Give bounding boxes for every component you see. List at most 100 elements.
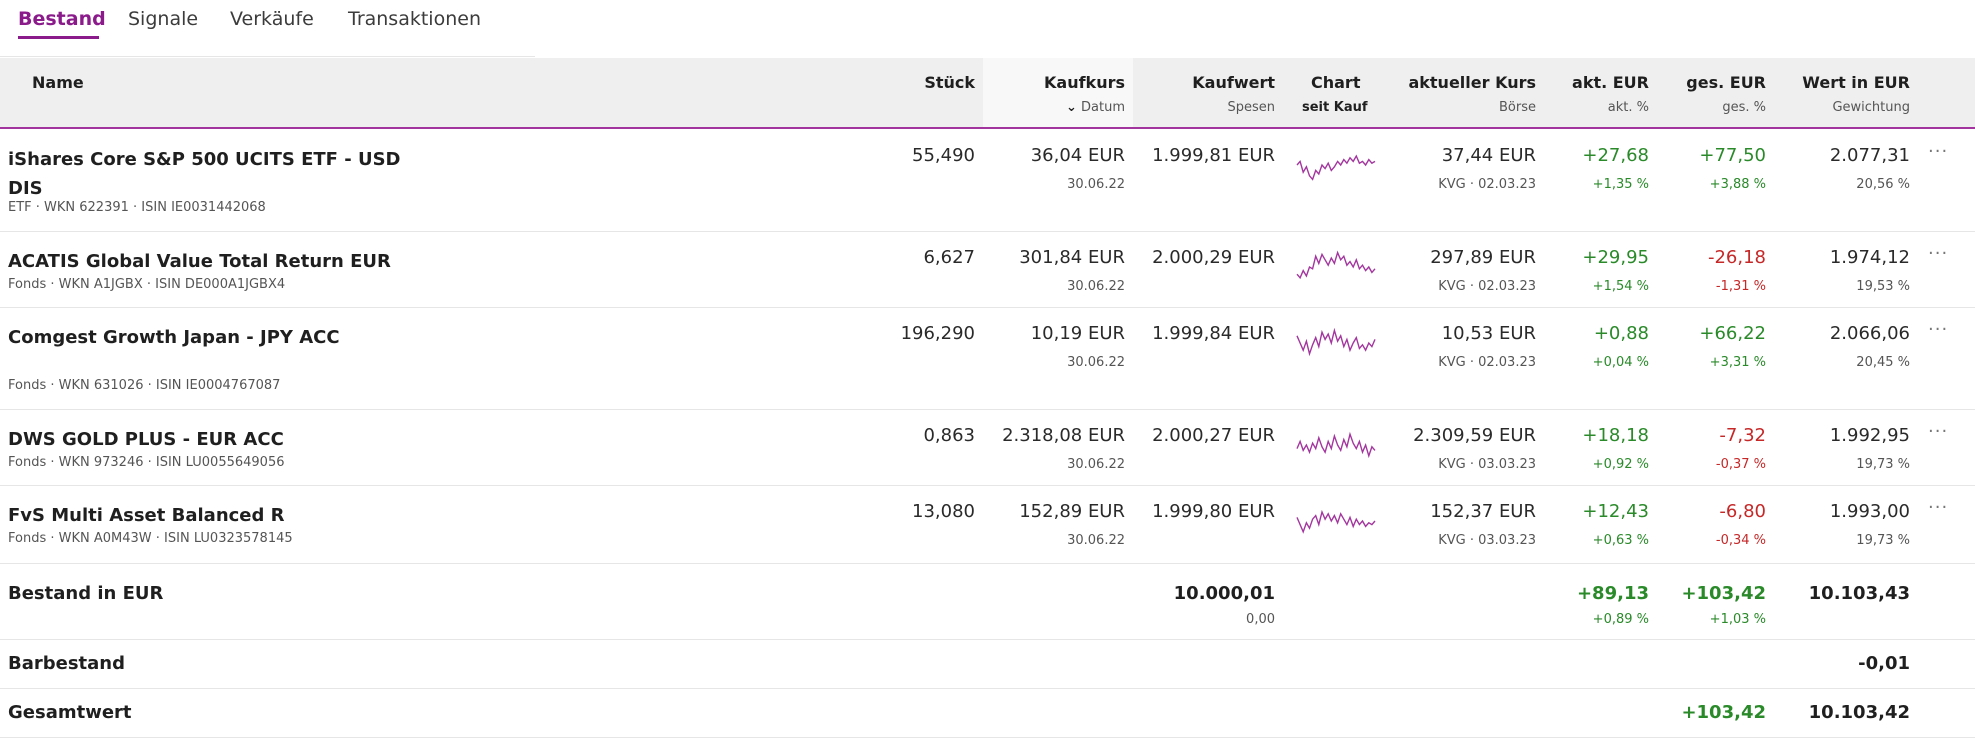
kaufwert-value: 2.000,27 EUR: [1152, 425, 1275, 446]
wert-value: 1.993,00: [1829, 501, 1910, 522]
sparkline-chart[interactable]: [1296, 323, 1376, 363]
security-name[interactable]: Comgest Growth Japan - JPY ACC: [8, 327, 340, 348]
akt-pct-value: +1,35 %: [1592, 177, 1649, 192]
stueck-value: 13,080: [912, 501, 975, 522]
gesamtwert-wert: 10.103,42: [1808, 702, 1910, 723]
more-options-icon[interactable]: ···: [1928, 421, 1949, 442]
security-name[interactable]: DWS GOLD PLUS - EUR ACC: [8, 429, 284, 450]
tab-signale[interactable]: Signale: [128, 8, 199, 30]
header-ges-eur[interactable]: ges. EUR: [1686, 73, 1766, 92]
table-row[interactable]: DWS GOLD PLUS - EUR ACC Fonds · WKN 9732…: [0, 411, 1975, 486]
security-meta: ETF · WKN 622391 · ISIN IE0031442068: [8, 200, 266, 215]
stueck-value: 55,490: [912, 145, 975, 166]
bestand-spesen: 0,00: [1246, 612, 1275, 627]
barbestand-label: Barbestand: [8, 653, 125, 674]
bestand-akt-pct: +0,89 %: [1592, 612, 1649, 627]
kaufkurs-value: 152,89 EUR: [1019, 501, 1125, 522]
stueck-value: 6,627: [923, 247, 975, 268]
kaufkurs-value: 2.318,08 EUR: [1002, 425, 1125, 446]
kurs-value: 2.309,59 EUR: [1413, 425, 1536, 446]
kaufwert-value: 1.999,84 EUR: [1152, 323, 1275, 344]
kaufkurs-value: 36,04 EUR: [1030, 145, 1125, 166]
boerse-value: KVG · 03.03.23: [1438, 457, 1536, 472]
kauf-datum: 30.06.22: [1067, 355, 1125, 370]
header-aktueller-kurs[interactable]: aktueller Kurs: [1408, 73, 1536, 92]
header-chart: Chart: [1311, 73, 1361, 92]
gewichtung-value: 19,53 %: [1856, 279, 1910, 294]
sparkline-path: [1296, 250, 1376, 280]
security-name[interactable]: ACATIS Global Value Total Return EUR: [8, 251, 391, 272]
header-stueck[interactable]: Stück: [924, 73, 975, 92]
kaufwert-value: 2.000,29 EUR: [1152, 247, 1275, 268]
header-kaufwert[interactable]: Kaufwert: [1192, 73, 1275, 92]
wert-value: 1.992,95: [1829, 425, 1910, 446]
security-name[interactable]: iShares Core S&P 500 UCITS ETF - USD DIS: [8, 149, 401, 199]
security-meta: Fonds · WKN A1JGBX · ISIN DE000A1JGBX4: [8, 277, 286, 292]
header-datum[interactable]: ⌄ Datum: [1065, 100, 1125, 115]
boerse-value: KVG · 03.03.23: [1438, 533, 1536, 548]
akt-eur-value: +18,18: [1582, 425, 1649, 446]
bestand-kaufwert: 10.000,01: [1173, 583, 1275, 604]
more-options-icon[interactable]: ···: [1928, 319, 1949, 340]
gewichtung-value: 20,45 %: [1856, 355, 1910, 370]
header-ges-pct[interactable]: ges. %: [1722, 100, 1766, 115]
more-options-icon[interactable]: ···: [1928, 141, 1949, 162]
akt-pct-value: +0,63 %: [1592, 533, 1649, 548]
table-header: Name Stück Kaufkurs ⌄ Datum Kaufwert Spe…: [0, 58, 1975, 129]
active-tab-underline: [18, 36, 99, 39]
stueck-value: 196,290: [900, 323, 975, 344]
security-name[interactable]: FvS Multi Asset Balanced R: [8, 505, 285, 526]
gewichtung-value: 20,56 %: [1856, 177, 1910, 192]
table-row[interactable]: FvS Multi Asset Balanced R Fonds · WKN A…: [0, 487, 1975, 564]
kauf-datum: 30.06.22: [1067, 177, 1125, 192]
header-seit-kauf[interactable]: seit Kauf: [1302, 100, 1368, 115]
header-akt-pct[interactable]: akt. %: [1607, 100, 1649, 115]
summary-bestand-row: Bestand in EUR 10.000,01 0,00 +89,13 +0,…: [0, 565, 1975, 640]
ges-pct-value: -0,37 %: [1715, 457, 1766, 472]
ges-pct-value: +3,88 %: [1709, 177, 1766, 192]
kurs-value: 152,37 EUR: [1430, 501, 1536, 522]
akt-eur-value: +0,88: [1593, 323, 1649, 344]
header-boerse[interactable]: Börse: [1499, 100, 1536, 115]
table-row[interactable]: iShares Core S&P 500 UCITS ETF - USD DIS…: [0, 131, 1975, 232]
sparkline-chart[interactable]: [1296, 247, 1376, 287]
ges-eur-value: +77,50: [1699, 145, 1766, 166]
header-gewichtung[interactable]: Gewichtung: [1832, 100, 1910, 115]
sparkline-chart[interactable]: [1296, 425, 1376, 465]
kauf-datum: 30.06.22: [1067, 457, 1125, 472]
table-row[interactable]: Comgest Growth Japan - JPY ACC Fonds · W…: [0, 309, 1975, 410]
kurs-value: 10,53 EUR: [1441, 323, 1536, 344]
sorted-column-highlight: [983, 58, 1133, 127]
table-row[interactable]: ACATIS Global Value Total Return EUR Fon…: [0, 233, 1975, 308]
gewichtung-value: 19,73 %: [1856, 457, 1910, 472]
wert-value: 2.066,06: [1829, 323, 1910, 344]
barbestand-wert: -0,01: [1858, 653, 1910, 674]
header-name[interactable]: Name: [32, 73, 84, 92]
header-wert[interactable]: Wert in EUR: [1802, 73, 1910, 92]
kaufkurs-value: 10,19 EUR: [1030, 323, 1125, 344]
more-options-icon[interactable]: ···: [1928, 497, 1949, 518]
boerse-value: KVG · 02.03.23: [1438, 279, 1536, 294]
akt-pct-value: +0,92 %: [1592, 457, 1649, 472]
header-kaufkurs[interactable]: Kaufkurs: [1044, 73, 1125, 92]
bestand-ges-pct: +1,03 %: [1709, 612, 1766, 627]
summary-gesamtwert-row: Gesamtwert +103,42 10.103,42: [0, 690, 1975, 738]
kauf-datum: 30.06.22: [1067, 533, 1125, 548]
sparkline-chart[interactable]: [1296, 145, 1376, 185]
tab-bestand[interactable]: Bestand: [18, 8, 106, 30]
security-meta: Fonds · WKN A0M43W · ISIN LU0323578145: [8, 531, 293, 546]
akt-pct-value: +0,04 %: [1592, 355, 1649, 370]
ges-eur-value: -6,80: [1719, 501, 1766, 522]
tab-verkaeufe[interactable]: Verkäufe: [230, 8, 314, 30]
security-meta: Fonds · WKN 973246 · ISIN LU0055649056: [8, 455, 285, 470]
more-options-icon[interactable]: ···: [1928, 243, 1949, 264]
kurs-value: 37,44 EUR: [1441, 145, 1536, 166]
ges-eur-value: +66,22: [1699, 323, 1766, 344]
header-spesen[interactable]: Spesen: [1227, 100, 1275, 115]
tab-transaktionen[interactable]: Transaktionen: [348, 8, 481, 30]
summary-barbestand-row: Barbestand -0,01: [0, 641, 1975, 689]
header-akt-eur[interactable]: akt. EUR: [1572, 73, 1649, 92]
sparkline-chart[interactable]: [1296, 501, 1376, 541]
kaufkurs-value: 301,84 EUR: [1019, 247, 1125, 268]
chevron-down-icon: ⌄: [1065, 100, 1077, 115]
